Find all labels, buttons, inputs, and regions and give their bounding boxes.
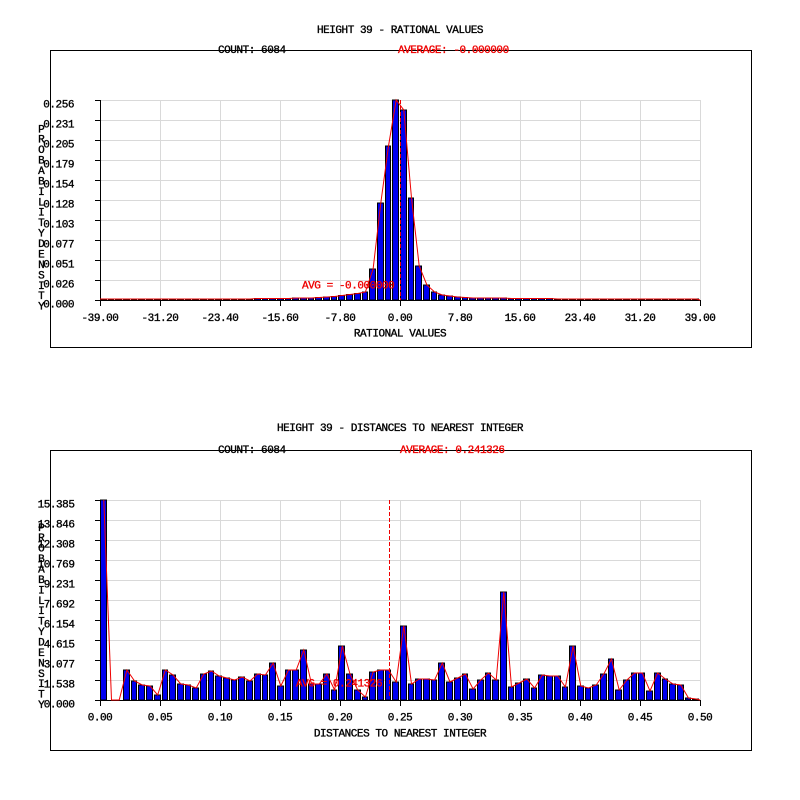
svg-text:0.205: 0.205 [43, 140, 74, 152]
svg-text:R: R [38, 135, 45, 147]
svg-text:Y: Y [38, 700, 45, 712]
svg-text:COUNT: 6084: COUNT: 6084 [218, 45, 287, 57]
svg-text:15.385: 15.385 [38, 500, 75, 512]
svg-text:L: L [38, 596, 44, 608]
svg-text:0.000: 0.000 [44, 700, 75, 712]
svg-text:T: T [38, 690, 45, 702]
svg-text:Y: Y [38, 627, 45, 639]
svg-text:DISTANCES TO NEAREST INTEGER: DISTANCES TO NEAREST INTEGER [314, 729, 487, 741]
svg-text:T: T [38, 617, 45, 629]
svg-text:0.30: 0.30 [448, 713, 473, 725]
svg-text:0.231: 0.231 [43, 120, 75, 132]
svg-text:S: S [38, 669, 45, 681]
svg-text:N: N [38, 658, 44, 670]
svg-text:0.15: 0.15 [268, 713, 293, 725]
svg-text:R: R [38, 533, 45, 545]
svg-text:0.00: 0.00 [88, 713, 113, 725]
svg-text:P: P [38, 124, 45, 136]
svg-text:-31.20: -31.20 [142, 313, 179, 325]
svg-text:O: O [38, 544, 45, 556]
svg-text:7.692: 7.692 [44, 600, 75, 612]
svg-text:E: E [38, 648, 45, 660]
svg-text:B: B [38, 554, 45, 566]
svg-text:B: B [38, 156, 45, 168]
svg-text:12.308: 12.308 [38, 540, 75, 552]
svg-text:T: T [38, 291, 45, 303]
svg-text:O: O [38, 145, 45, 157]
svg-text:COUNT: 6084: COUNT: 6084 [218, 445, 287, 457]
svg-text:0.40: 0.40 [568, 713, 593, 725]
svg-text:6.154: 6.154 [44, 620, 76, 632]
svg-text:AVG = 0.241326: AVG = 0.241326 [296, 679, 382, 691]
svg-text:4.615: 4.615 [44, 640, 75, 652]
svg-text:E: E [38, 250, 45, 262]
svg-text:3.077: 3.077 [44, 660, 75, 672]
svg-text:0.50: 0.50 [688, 713, 713, 725]
svg-text:0.077: 0.077 [43, 240, 74, 252]
svg-text:0.00: 0.00 [388, 313, 413, 325]
svg-text:0.20: 0.20 [328, 713, 353, 725]
svg-text:B: B [38, 177, 45, 189]
svg-text:31.20: 31.20 [625, 313, 656, 325]
svg-text:0.103: 0.103 [43, 220, 74, 232]
svg-text:A: A [38, 166, 45, 178]
svg-text:0.05: 0.05 [148, 713, 173, 725]
svg-text:0.10: 0.10 [208, 713, 233, 725]
svg-text:S: S [38, 270, 45, 282]
svg-text:T: T [38, 218, 45, 230]
svg-text:AVG = -0.000000: AVG = -0.000000 [302, 281, 394, 293]
svg-text:N: N [38, 260, 44, 272]
svg-text:D: D [38, 239, 45, 251]
svg-text:0.128: 0.128 [43, 200, 74, 212]
svg-text:-7.80: -7.80 [325, 313, 356, 325]
svg-text:-23.40: -23.40 [202, 313, 239, 325]
svg-text:HEIGHT 39 - DISTANCES TO NEARE: HEIGHT 39 - DISTANCES TO NEAREST INTEGER [277, 423, 524, 435]
svg-text:0.179: 0.179 [43, 160, 74, 172]
svg-text:I: I [38, 606, 44, 618]
svg-text:P: P [38, 523, 45, 535]
svg-text:Y: Y [38, 302, 45, 314]
svg-text:D: D [38, 638, 45, 650]
svg-text:15.60: 15.60 [505, 313, 536, 325]
svg-text:B: B [38, 575, 45, 587]
svg-text:0.051: 0.051 [43, 260, 75, 272]
svg-text:A: A [38, 565, 45, 577]
svg-text:I: I [38, 281, 44, 293]
svg-text:AVERAGE: -0.000000: AVERAGE: -0.000000 [398, 45, 509, 57]
svg-text:L: L [38, 197, 44, 209]
svg-text:0.256: 0.256 [43, 100, 74, 112]
svg-text:23.40: 23.40 [565, 313, 596, 325]
svg-text:Y: Y [38, 229, 45, 241]
svg-text:0.25: 0.25 [388, 713, 413, 725]
svg-text:10.769: 10.769 [38, 560, 75, 572]
svg-text:0.45: 0.45 [628, 713, 653, 725]
svg-text:0.000: 0.000 [43, 300, 74, 312]
svg-text:1.538: 1.538 [44, 680, 75, 692]
svg-text:-39.00: -39.00 [82, 313, 119, 325]
svg-text:I: I [38, 208, 44, 220]
svg-text:I: I [38, 187, 44, 199]
svg-text:0.154: 0.154 [43, 180, 75, 192]
svg-text:7.80: 7.80 [448, 313, 473, 325]
svg-text:RATIONAL VALUES: RATIONAL VALUES [354, 329, 447, 341]
svg-text:13.846: 13.846 [38, 520, 75, 532]
svg-text:HEIGHT 39 - RATIONAL VALUES: HEIGHT 39 - RATIONAL VALUES [317, 25, 484, 37]
svg-text:0.026: 0.026 [43, 280, 74, 292]
svg-text:39.00: 39.00 [685, 313, 716, 325]
svg-text:AVERAGE: 0.241326: AVERAGE: 0.241326 [400, 445, 505, 457]
svg-text:9.231: 9.231 [44, 580, 76, 592]
svg-text:0.35: 0.35 [508, 713, 533, 725]
svg-text:I: I [38, 679, 44, 691]
svg-text:I: I [38, 585, 44, 597]
svg-text:-15.60: -15.60 [262, 313, 299, 325]
